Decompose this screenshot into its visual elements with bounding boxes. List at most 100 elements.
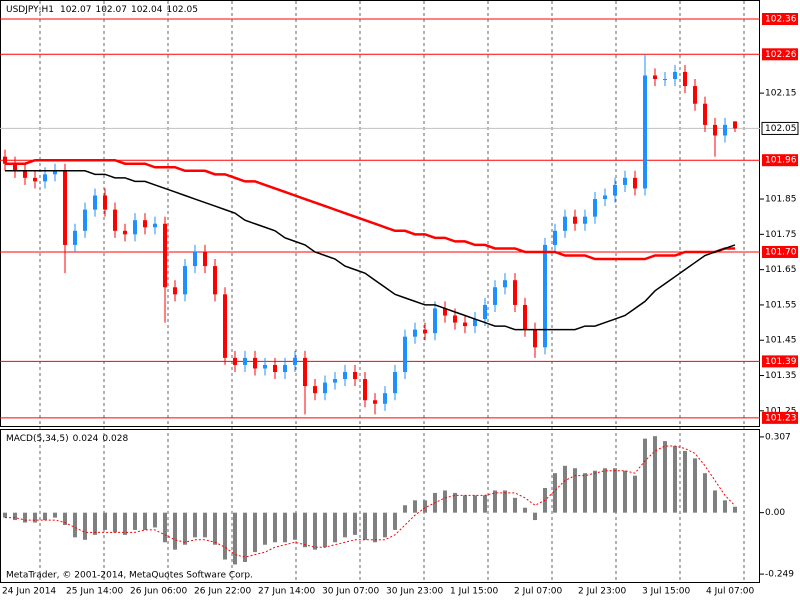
macd-bar — [723, 500, 727, 513]
plot — [3, 54, 737, 565]
candle-body — [73, 230, 77, 245]
candle-body — [213, 266, 217, 295]
x-tick-label: 3 Jul 15:00 — [642, 587, 691, 597]
macd-bar — [633, 475, 637, 513]
macd-bar — [683, 450, 687, 513]
candle-body — [533, 329, 537, 348]
level-label-box — [762, 13, 798, 26]
y-tick-label: 0.00 — [765, 508, 785, 518]
y-tick-label: 101.35 — [765, 371, 797, 381]
y-tick-label: 101.75 — [765, 230, 797, 240]
candle-body — [593, 199, 597, 217]
macd-bar — [513, 497, 517, 513]
candle-body — [653, 75, 657, 80]
macd-bar — [33, 512, 37, 523]
candle-body — [573, 216, 577, 224]
level-label-box — [762, 355, 798, 368]
last-low: 102.04 — [131, 5, 163, 15]
candle-body — [433, 308, 437, 334]
axis: 24 Jun 2014 25 Jun 14:00 26 Jun 06:00 26 Ju… — [2, 13, 799, 597]
candle-body — [3, 156, 7, 164]
candle-body — [203, 251, 207, 267]
y-tick-label: 102.15 — [765, 89, 797, 99]
macd-bar — [733, 506, 737, 513]
macd-bar — [133, 512, 137, 530]
macd-bar — [663, 441, 667, 513]
macd-bar — [503, 490, 507, 513]
x-tick-label: 2 Jul 07:00 — [514, 587, 563, 597]
candle-body — [683, 71, 687, 87]
price-frame — [0, 0, 760, 427]
level-label: 101.39 — [765, 357, 797, 367]
macd-bar — [73, 512, 77, 538]
macd-bar — [673, 446, 677, 513]
candle-body — [123, 230, 127, 235]
candle-body — [63, 170, 67, 245]
candle-body — [153, 223, 157, 228]
last-close: 102.05 — [166, 5, 198, 15]
macd-bar — [623, 470, 627, 513]
macd-last: 0.024 — [73, 434, 99, 444]
x-tick-label: 25 Jun 14:00 — [66, 587, 123, 597]
candle-body — [133, 220, 137, 235]
level-label-box — [762, 245, 798, 258]
macd-bar — [113, 512, 117, 533]
macd-bar — [283, 512, 287, 543]
candle-body — [293, 357, 297, 365]
macd-bar — [573, 468, 577, 513]
candle-body — [733, 121, 737, 129]
candle-body — [373, 400, 377, 404]
candle-body — [543, 244, 547, 348]
macd-bar — [13, 512, 17, 521]
candle-body — [553, 230, 557, 245]
candle-body — [563, 216, 567, 231]
x-tick-label: 30 Jun 23:00 — [386, 587, 443, 597]
candle-body — [723, 124, 727, 136]
level-label-box — [762, 411, 798, 424]
macd-bar — [353, 512, 357, 535]
signal-last: 0.028 — [102, 434, 128, 444]
level-label: 101.96 — [765, 156, 797, 166]
macd-bar — [43, 512, 47, 521]
candle-body — [83, 209, 87, 231]
macd-bar — [173, 512, 177, 550]
macd-bar — [523, 507, 527, 513]
macd-bar — [603, 468, 607, 513]
candle-body — [23, 170, 27, 178]
candle-body — [253, 357, 257, 369]
macd-bar — [183, 512, 187, 545]
candle-body — [493, 287, 497, 305]
candle-body — [243, 357, 247, 365]
x-tick-label: 26 Jun 22:00 — [194, 587, 251, 597]
candle-body — [323, 382, 327, 394]
x-tick-label: 1 Jul 15:00 — [450, 587, 499, 597]
candle-body — [33, 177, 37, 182]
macd-bar — [63, 512, 67, 525]
macd-bar — [713, 490, 717, 513]
candle-body — [583, 216, 587, 224]
macd-bar — [153, 512, 157, 528]
macd-bar — [313, 512, 317, 550]
candle-body — [183, 266, 187, 295]
x-tick-label: 2 Jul 23:00 — [578, 587, 627, 597]
last-open: 102.07 — [60, 5, 92, 15]
macd-bar — [453, 492, 457, 513]
y-tick-label: 101.65 — [765, 265, 797, 275]
macd-bar — [253, 512, 257, 553]
candle-body — [513, 280, 517, 305]
candle-body — [473, 319, 477, 327]
candle-body — [363, 379, 367, 401]
level-label-box — [762, 154, 798, 167]
macd-bar — [233, 512, 237, 565]
candle-body — [713, 124, 717, 136]
candle-body — [13, 163, 17, 171]
macd-bar — [223, 512, 227, 560]
candle-body — [143, 220, 147, 228]
candle-body — [173, 287, 177, 295]
candle-body — [663, 79, 667, 81]
macd-bar — [693, 458, 697, 513]
grid — [0, 1, 760, 582]
candle-body — [453, 315, 457, 323]
macd-bar — [393, 512, 397, 530]
macd-bar — [83, 512, 87, 540]
